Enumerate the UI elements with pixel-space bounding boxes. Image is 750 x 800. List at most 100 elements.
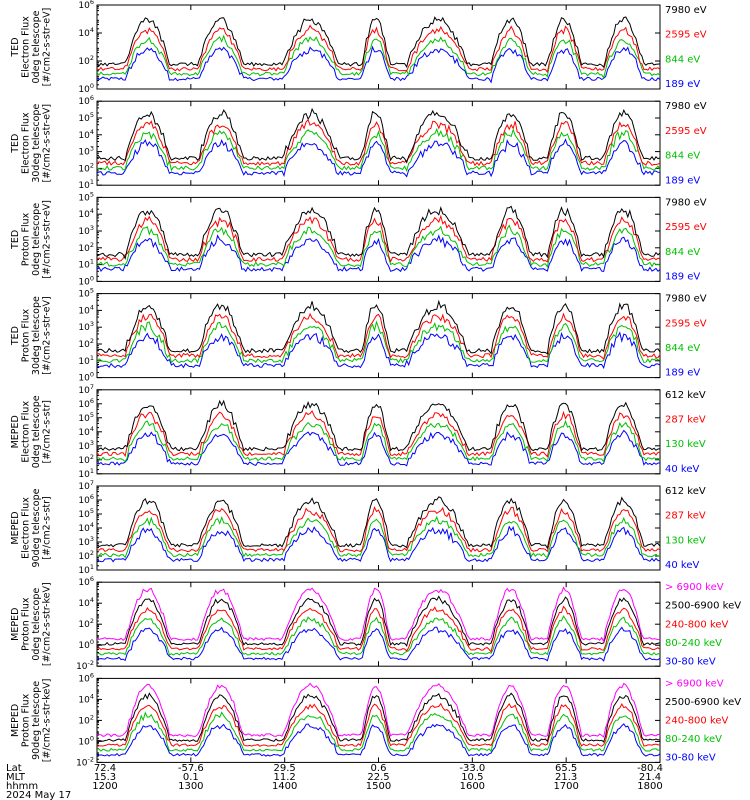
series-line xyxy=(96,119,661,167)
legend-entry: 80-240 keV xyxy=(665,638,722,649)
series-line xyxy=(96,626,661,662)
y-tick-label: 106 xyxy=(78,671,94,684)
panel-7: 10-2 100 102 104 106 MEPEDProton Flux0deg tel… xyxy=(10,575,741,672)
y-tick-label: 104 xyxy=(78,303,94,316)
orbit-lat-value: -80.4 xyxy=(637,763,663,774)
legend-entry: 844 eV xyxy=(665,151,700,162)
series-line xyxy=(96,127,661,173)
series-line xyxy=(96,320,661,364)
series-line xyxy=(96,682,661,738)
legend-entry: 844 eV xyxy=(665,247,700,258)
legend-entry: 80-240 keV xyxy=(665,734,722,745)
legend-entry: 240-800 keV xyxy=(665,715,729,726)
legend-entry: 189 eV xyxy=(665,79,700,90)
y-tick-label: 104 xyxy=(78,207,94,220)
legend-entry: 2500-6900 keV xyxy=(665,697,741,708)
series-line xyxy=(96,410,661,458)
series-line xyxy=(96,205,661,260)
y-axis-label: TEDElectron Flux0deg telescope[#/cm2-s-s… xyxy=(10,8,53,87)
y-tick-label: 105 xyxy=(78,507,94,520)
y-tick-label: 102 xyxy=(78,161,94,174)
legend-entry: 287 keV xyxy=(665,415,706,426)
orbit-hhmm-value: 1400 xyxy=(272,781,297,792)
y-tick-label: 100 xyxy=(78,371,94,384)
y-axis-label: MEPEDElectron Flux90deg telescope[#/cm2-… xyxy=(10,488,53,567)
y-tick-label: 106 xyxy=(78,94,94,107)
legend-entry: 130 keV xyxy=(665,439,706,450)
y-tick-label: 101 xyxy=(78,563,94,576)
orbit-lat-value: -57.6 xyxy=(178,763,204,774)
series-line xyxy=(96,586,660,643)
series-line xyxy=(96,702,660,747)
series-line xyxy=(96,605,661,653)
orbit-row-name-lat: Lat xyxy=(6,763,22,774)
orbit-mlt-value: 10.5 xyxy=(461,772,483,783)
orbit-mlt-value: 22.5 xyxy=(367,772,389,783)
orbit-lat-value: -33.0 xyxy=(459,763,485,774)
series-line xyxy=(96,299,661,355)
series-line xyxy=(96,24,661,74)
legend-entry: > 6900 keV xyxy=(665,678,724,689)
orbit-lat-value: 72.4 xyxy=(94,763,116,774)
y-tick-label: 107 xyxy=(78,383,94,396)
y-tick-label: 103 xyxy=(78,439,94,452)
series-line xyxy=(96,34,661,79)
y-tick-label: 10-2 xyxy=(76,659,94,672)
series-line xyxy=(96,525,661,563)
legend-entry: 287 keV xyxy=(665,511,706,522)
legend-entry: 7980 eV xyxy=(665,294,707,305)
legend-entry: 7980 eV xyxy=(665,5,707,16)
orbit-hhmm-value: 1500 xyxy=(366,781,391,792)
series-line xyxy=(96,234,661,273)
y-tick-label: 101 xyxy=(78,178,94,191)
orbit-mlt-value: 21.4 xyxy=(639,772,661,783)
y-tick-label: 102 xyxy=(78,54,94,67)
panel-4: 100 101 102 103 104 105 TEDProton Flux30deg te… xyxy=(10,287,707,384)
series-line xyxy=(96,711,661,753)
orbit-lat-value: 65.5 xyxy=(555,763,577,774)
panel-2: 101 102 103 104 105 106 TEDElectron Flux30deg … xyxy=(10,94,707,191)
y-tick-label: 102 xyxy=(78,713,94,726)
y-tick-label: 100 xyxy=(78,82,94,95)
legend-entry: 844 eV xyxy=(665,54,700,65)
y-tick-label: 105 xyxy=(78,411,94,424)
panel-1: 100 102 104 106 TEDElectron Flux0deg telesco… xyxy=(10,0,707,95)
legend-entry: 2595 eV xyxy=(665,30,707,41)
legend-entry: 189 eV xyxy=(665,272,700,283)
y-tick-label: 102 xyxy=(78,617,94,630)
legend-entry: 2595 eV xyxy=(665,318,707,329)
series-line xyxy=(96,429,661,467)
y-tick-label: 101 xyxy=(78,467,94,480)
series-line xyxy=(96,107,661,164)
series-line xyxy=(96,16,661,69)
y-tick-label: 104 xyxy=(78,521,94,534)
orbit-mlt-value: 21.3 xyxy=(555,772,577,783)
y-tick-label: 104 xyxy=(78,692,94,705)
y-tick-label: 106 xyxy=(78,0,94,11)
y-tick-label: 100 xyxy=(78,274,94,287)
orbit-row-name-mlt: MLT xyxy=(6,772,26,783)
panel-frame xyxy=(96,4,661,90)
series-line xyxy=(96,723,661,757)
legend-entry: 240-800 keV xyxy=(665,619,729,630)
orbit-hhmm-value: 1200 xyxy=(92,781,117,792)
panel-frame xyxy=(96,389,661,475)
legend-entry: 2595 eV xyxy=(665,126,707,137)
orbit-lat-value: 29.5 xyxy=(274,763,296,774)
y-tick-label: 103 xyxy=(78,535,94,548)
series-line xyxy=(96,419,661,463)
panel-frame xyxy=(96,485,661,571)
y-tick-label: 104 xyxy=(78,596,94,609)
y-tick-label: 104 xyxy=(78,26,94,39)
y-tick-label: 101 xyxy=(78,354,94,367)
legend-entry: 844 eV xyxy=(665,343,700,354)
legend-entry: > 6900 keV xyxy=(665,582,724,593)
orbit-mlt-value: 11.2 xyxy=(274,772,296,783)
y-tick-label: 104 xyxy=(78,128,94,141)
orbit-mlt-value: 15.3 xyxy=(94,772,116,783)
series-line xyxy=(96,214,661,263)
y-tick-label: 100 xyxy=(78,638,94,651)
y-tick-label: 103 xyxy=(78,224,94,237)
